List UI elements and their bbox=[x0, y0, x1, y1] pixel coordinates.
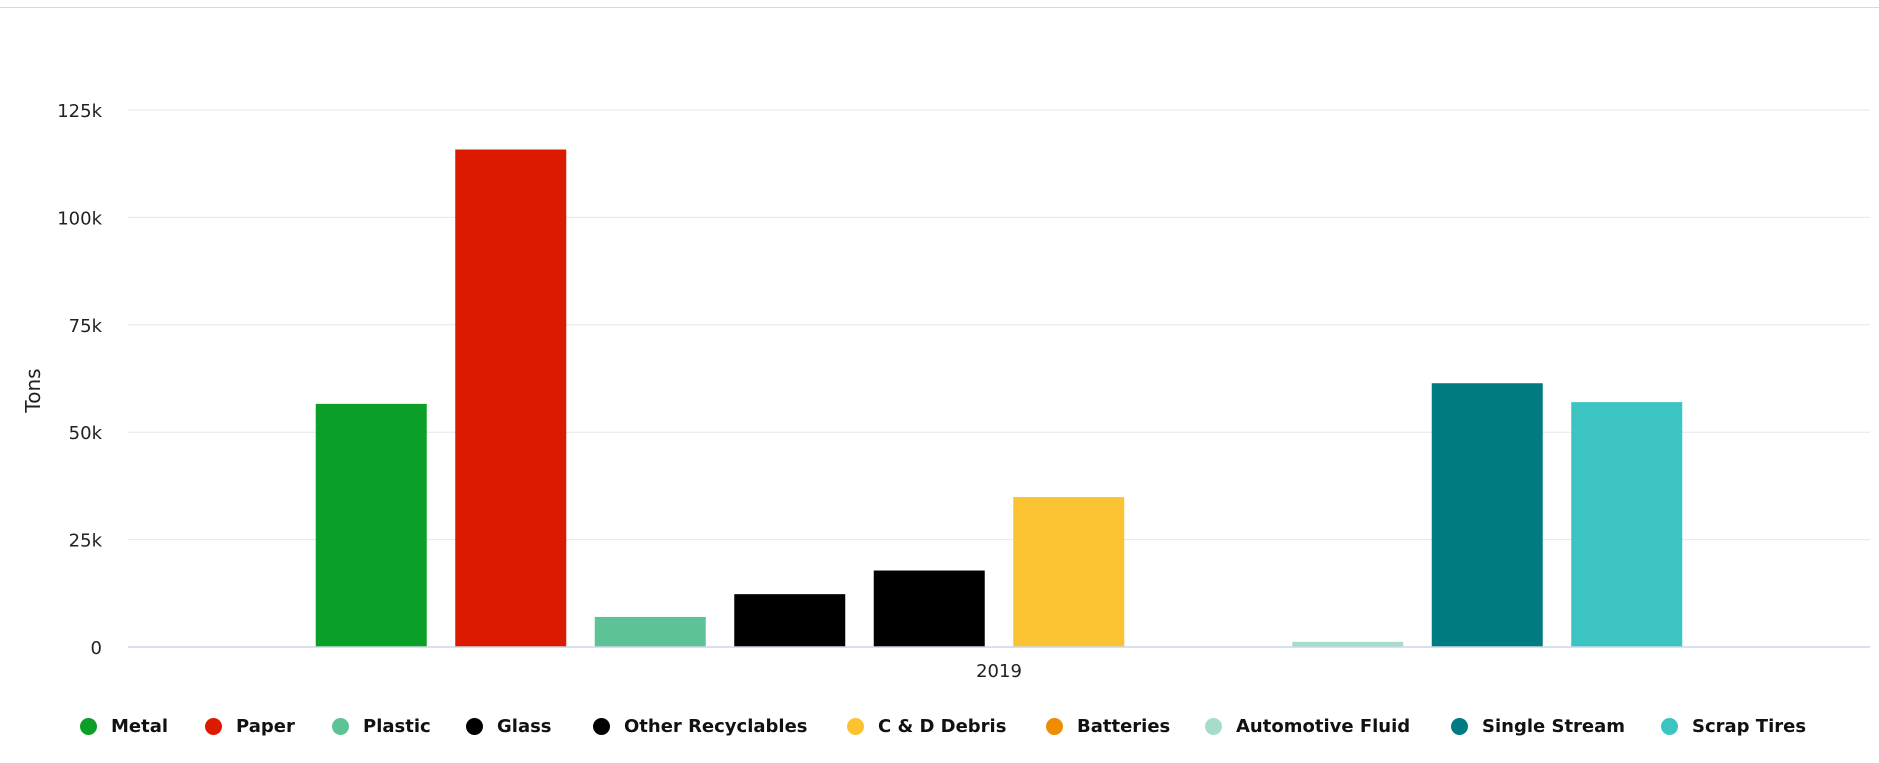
bar-plastic[interactable] bbox=[594, 616, 706, 647]
legend-label: Other Recyclables bbox=[624, 715, 808, 737]
legend-label: Batteries bbox=[1077, 715, 1171, 737]
bar-automotive-fluid[interactable] bbox=[1292, 641, 1404, 647]
legend-item-single-stream[interactable]: Single Stream bbox=[1451, 708, 1625, 744]
bar-glass[interactable] bbox=[734, 594, 846, 647]
legend-item-batteries[interactable]: Batteries bbox=[1046, 708, 1170, 744]
legend-item-metal[interactable]: Metal bbox=[80, 708, 168, 744]
legend-marker-icon bbox=[847, 717, 864, 735]
legend-marker-icon bbox=[332, 717, 349, 735]
legend-item-automotive-fluid[interactable]: Automotive Fluid bbox=[1205, 708, 1410, 744]
y-axis-title: Tons bbox=[21, 368, 45, 413]
top-divider bbox=[0, 0, 1879, 8]
legend-marker-icon bbox=[1451, 717, 1468, 735]
legend-label: Metal bbox=[111, 715, 169, 737]
x-tick-label: 2019 bbox=[976, 661, 1022, 682]
legend-label: Plastic bbox=[363, 715, 431, 737]
bar-scrap-tires[interactable] bbox=[1571, 402, 1683, 647]
legend-label: Single Stream bbox=[1482, 715, 1626, 737]
legend-label: Glass bbox=[497, 715, 552, 737]
bar-c-d-debris[interactable] bbox=[1013, 497, 1125, 647]
y-tick-label: 125k bbox=[57, 101, 102, 122]
legend-label: Paper bbox=[236, 715, 295, 737]
x-axis-ticks: 2019 bbox=[976, 661, 1022, 682]
y-tick-label: 100k bbox=[57, 208, 102, 229]
legend: Metal Paper Plastic Glass Other Recyclables C… bbox=[0, 708, 1879, 744]
bar-chart: 0 25k 50k 75k 100k 125k 2019 Tons bbox=[21, 101, 1870, 682]
legend-marker-icon bbox=[1661, 717, 1678, 735]
legend-marker-icon bbox=[1205, 717, 1222, 735]
y-axis-ticks: 0 25k 50k 75k 100k 125k bbox=[57, 101, 102, 659]
legend-item-c-d-debris[interactable]: C & D Debris bbox=[847, 708, 1006, 744]
bars bbox=[315, 149, 1683, 647]
legend-item-glass[interactable]: Glass bbox=[466, 708, 552, 744]
legend-item-plastic[interactable]: Plastic bbox=[332, 708, 431, 744]
legend-marker-icon bbox=[205, 717, 222, 735]
y-tick-label: 50k bbox=[69, 423, 103, 444]
legend-label: C & D Debris bbox=[878, 715, 1007, 737]
legend-marker-icon bbox=[593, 717, 610, 735]
legend-marker-icon bbox=[466, 717, 483, 735]
legend-label: Scrap Tires bbox=[1692, 715, 1807, 737]
bar-metal[interactable] bbox=[315, 403, 427, 647]
legend-item-scrap-tires[interactable]: Scrap Tires bbox=[1661, 708, 1806, 744]
y-tick-label: 75k bbox=[69, 316, 103, 337]
bar-other-recyclables[interactable] bbox=[873, 570, 985, 647]
legend-item-other-recyclables[interactable]: Other Recyclables bbox=[593, 708, 808, 744]
legend-marker-icon bbox=[80, 717, 97, 735]
bar-paper[interactable] bbox=[455, 149, 567, 647]
y-tick-label: 0 bbox=[91, 638, 102, 659]
legend-item-paper[interactable]: Paper bbox=[205, 708, 295, 744]
y-tick-label: 25k bbox=[69, 531, 103, 552]
legend-marker-icon bbox=[1046, 717, 1063, 735]
bar-single-stream[interactable] bbox=[1431, 383, 1543, 647]
legend-label: Automotive Fluid bbox=[1236, 715, 1411, 737]
